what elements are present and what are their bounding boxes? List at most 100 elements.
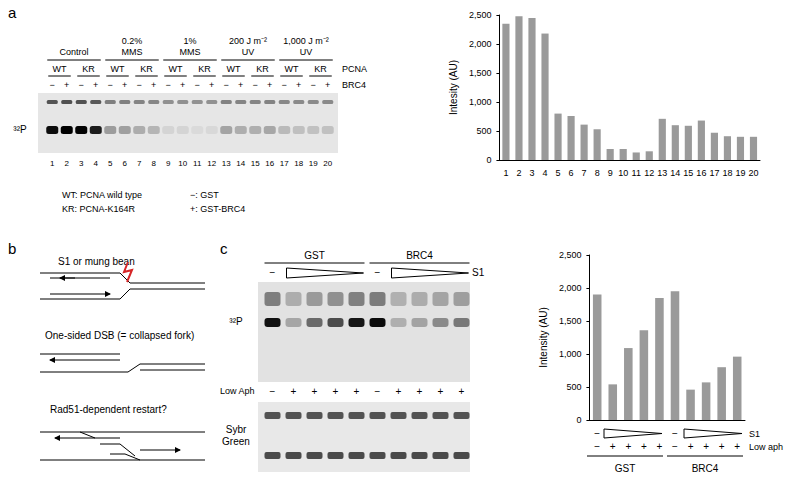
svg-text:WT: WT [169, 64, 183, 74]
svg-text:PCNA: PCNA [342, 64, 367, 74]
svg-text:17: 17 [280, 159, 289, 168]
svg-text:b: b [8, 240, 16, 257]
svg-text:+: + [325, 80, 330, 90]
svg-text:−: GST: −: GST [190, 190, 219, 200]
svg-text:WT: WT [227, 64, 241, 74]
svg-text:0: 0 [576, 415, 581, 425]
svg-text:One-sided DSB (= collapsed for: One-sided DSB (= collapsed fork) [45, 330, 194, 341]
svg-text:−: − [311, 80, 316, 90]
svg-text:Low Aph: Low Aph [220, 386, 255, 396]
svg-text:200 J m⁻²: 200 J m⁻² [229, 36, 267, 46]
svg-text:9: 9 [166, 159, 171, 168]
svg-text:BRC4: BRC4 [342, 80, 366, 90]
svg-text:1,000: 1,000 [469, 97, 492, 107]
svg-text:GST: GST [304, 250, 325, 261]
svg-text:−: − [108, 80, 113, 90]
svg-text:+: + [122, 80, 127, 90]
svg-text:Rad51-dependent restart?: Rad51-dependent restart? [50, 404, 167, 415]
svg-text:−: − [137, 80, 142, 90]
svg-text:20: 20 [323, 159, 332, 168]
svg-text:S1 or mung bean: S1 or mung bean [58, 256, 135, 267]
svg-text:MMS: MMS [180, 47, 201, 57]
svg-text:13: 13 [657, 168, 667, 178]
svg-text:MMS: MMS [122, 47, 143, 57]
svg-text:−: − [594, 441, 600, 452]
svg-text:4: 4 [543, 168, 548, 178]
svg-text:+: + [333, 386, 339, 397]
svg-text:+: + [657, 441, 663, 452]
svg-text:+: + [354, 386, 360, 397]
svg-text:UV: UV [300, 47, 313, 57]
svg-text:+: + [151, 80, 156, 90]
svg-text:2: 2 [65, 159, 70, 168]
svg-text:+: + [209, 80, 214, 90]
svg-text:3: 3 [529, 168, 534, 178]
svg-text:−: − [79, 80, 84, 90]
svg-text:−: − [50, 80, 55, 90]
svg-text:Low aph: Low aph [749, 442, 783, 452]
svg-text:−: − [375, 386, 381, 397]
svg-text:WT: PCNA wild type: WT: PCNA wild type [62, 190, 142, 200]
svg-text:+: GST-BRC4: +: GST-BRC4 [190, 204, 245, 214]
svg-text:11: 11 [632, 168, 641, 178]
svg-text:1,500: 1,500 [469, 68, 492, 78]
svg-text:+: + [180, 80, 185, 90]
svg-text:5: 5 [556, 168, 561, 178]
svg-text:−: − [224, 80, 229, 90]
svg-text:+: + [267, 80, 272, 90]
svg-text:+: + [734, 441, 740, 452]
svg-text:+: + [396, 386, 402, 397]
svg-text:1,000: 1,000 [559, 349, 582, 359]
svg-text:−: − [282, 80, 287, 90]
svg-text:20: 20 [748, 168, 758, 178]
svg-text:Intensity (AU): Intensity (AU) [538, 307, 549, 368]
svg-text:7: 7 [582, 168, 587, 178]
svg-text:S1: S1 [472, 267, 485, 278]
svg-text:13: 13 [222, 159, 231, 168]
svg-text:1%: 1% [183, 36, 196, 46]
svg-text:+: + [719, 441, 725, 452]
svg-text:−: − [253, 80, 258, 90]
svg-text:15: 15 [251, 159, 260, 168]
svg-text:14: 14 [236, 159, 245, 168]
svg-text:+: + [93, 80, 98, 90]
svg-text:17: 17 [709, 168, 719, 178]
svg-text:15: 15 [683, 168, 693, 178]
svg-text:c: c [220, 240, 228, 257]
svg-text:KR: KR [140, 64, 153, 74]
svg-text:6: 6 [569, 168, 574, 178]
svg-text:+: + [64, 80, 69, 90]
svg-text:KR: KR [314, 64, 327, 74]
svg-text:2,500: 2,500 [469, 10, 492, 20]
svg-text:6: 6 [123, 159, 128, 168]
svg-text:+: + [688, 441, 694, 452]
svg-text:−: − [375, 267, 381, 278]
svg-text:Green: Green [222, 436, 250, 447]
svg-text:BRC4: BRC4 [692, 463, 719, 474]
svg-text:S1: S1 [749, 429, 760, 439]
svg-text:+: + [459, 386, 465, 397]
svg-text:a: a [8, 4, 17, 21]
svg-text:10: 10 [178, 159, 187, 168]
svg-text:+: + [417, 386, 423, 397]
svg-text:8: 8 [152, 159, 157, 168]
svg-text:+: + [238, 80, 243, 90]
svg-text:−: − [672, 428, 678, 439]
svg-text:19: 19 [309, 159, 318, 168]
svg-text:11: 11 [193, 159, 202, 168]
svg-text:4: 4 [94, 159, 99, 168]
svg-text:16: 16 [696, 168, 706, 178]
svg-text:14: 14 [670, 168, 680, 178]
svg-text:−: − [672, 441, 678, 452]
svg-text:−: − [594, 428, 600, 439]
svg-text:KR: KR [256, 64, 269, 74]
svg-text:+: + [610, 441, 616, 452]
svg-text:UV: UV [242, 47, 255, 57]
svg-text:500: 500 [476, 126, 491, 136]
svg-text:8: 8 [595, 168, 600, 178]
svg-text:WT: WT [285, 64, 299, 74]
svg-text:BRC4: BRC4 [406, 250, 433, 261]
svg-text:3: 3 [79, 159, 84, 168]
svg-text:16: 16 [265, 159, 274, 168]
svg-text:Intesity (AU): Intesity (AU) [448, 60, 459, 115]
